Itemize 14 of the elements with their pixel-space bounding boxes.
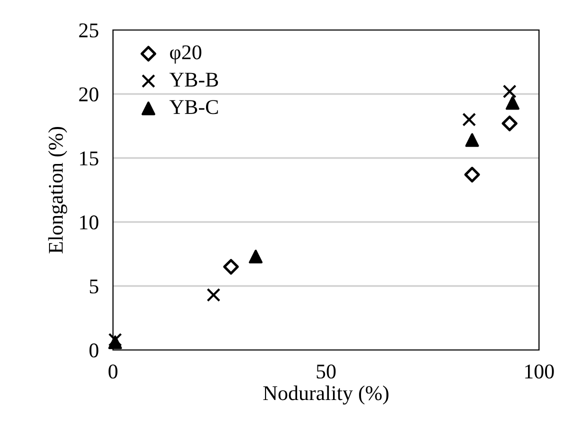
legend-label: φ20: [170, 45, 202, 64]
legend-label: YB-B: [169, 72, 218, 87]
y-tick-label: 20: [79, 87, 98, 102]
y-tick-label: 25: [79, 23, 98, 38]
y-tick-label: 0: [89, 343, 98, 358]
y-tick-label: 10: [80, 215, 98, 230]
y-tick-label: 15: [80, 151, 98, 166]
legend-label: YB-C: [169, 100, 218, 114]
x-axis-title: Nodurality (%): [263, 386, 388, 405]
y-tick-label: 5: [90, 280, 98, 294]
x-tick-label: 50: [316, 364, 336, 379]
x-tick-label: 0: [108, 364, 118, 379]
x-tick-label: 100: [525, 364, 554, 379]
y-axis-title: Elongation (%): [48, 126, 68, 254]
